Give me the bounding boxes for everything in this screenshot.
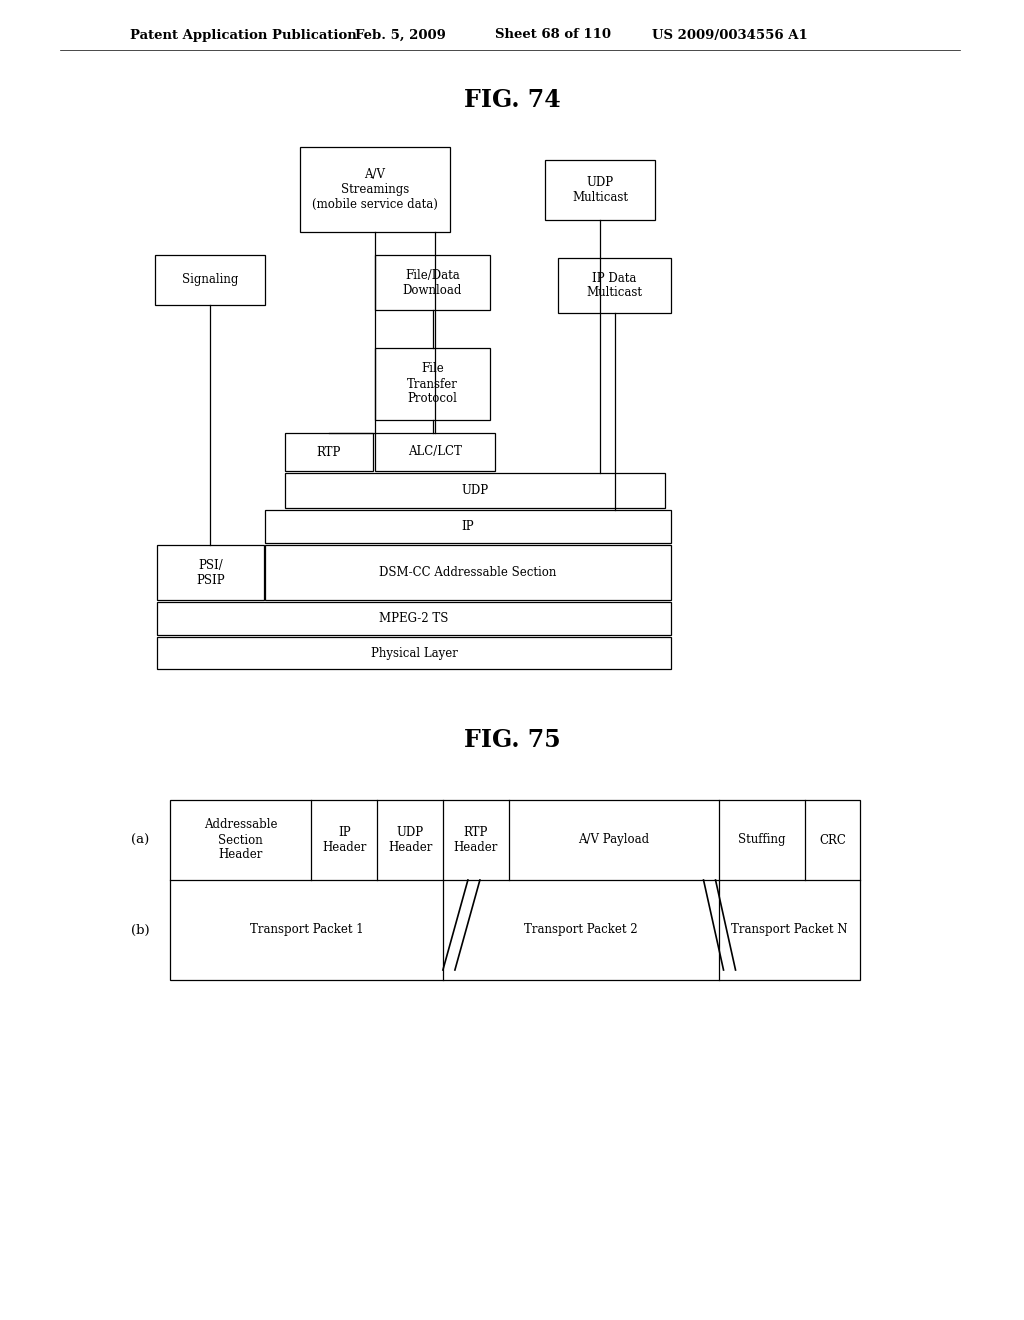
- Bar: [157, 602, 671, 635]
- Text: DSM-CC Addressable Section: DSM-CC Addressable Section: [379, 566, 557, 579]
- Bar: [285, 433, 373, 471]
- Bar: [170, 800, 860, 979]
- Text: Transport Packet 1: Transport Packet 1: [250, 924, 364, 936]
- Text: RTP: RTP: [316, 446, 341, 458]
- Text: Physical Layer: Physical Layer: [371, 647, 458, 660]
- Text: UDP: UDP: [462, 484, 488, 498]
- Bar: [285, 473, 665, 508]
- Text: Addressable
Section
Header: Addressable Section Header: [204, 818, 278, 862]
- Text: IP: IP: [462, 520, 474, 533]
- Text: (a): (a): [131, 833, 150, 846]
- Bar: [157, 638, 671, 669]
- Text: Transport Packet N: Transport Packet N: [731, 924, 848, 936]
- Text: Feb. 5, 2009: Feb. 5, 2009: [354, 29, 445, 41]
- Bar: [545, 160, 655, 220]
- Text: Patent Application Publication: Patent Application Publication: [130, 29, 356, 41]
- Bar: [558, 257, 671, 313]
- Text: CRC: CRC: [819, 833, 846, 846]
- Text: FIG. 74: FIG. 74: [464, 88, 560, 112]
- Bar: [375, 255, 490, 310]
- Text: File/Data
Download: File/Data Download: [402, 268, 462, 297]
- Text: US 2009/0034556 A1: US 2009/0034556 A1: [652, 29, 808, 41]
- Text: (b): (b): [131, 924, 150, 936]
- Text: UDP
Multicast: UDP Multicast: [572, 176, 628, 205]
- Bar: [155, 255, 265, 305]
- Text: File
Transfer
Protocol: File Transfer Protocol: [408, 363, 458, 405]
- Text: MPEG-2 TS: MPEG-2 TS: [379, 612, 449, 624]
- Text: ALC/LCT: ALC/LCT: [408, 446, 462, 458]
- Text: RTP
Header: RTP Header: [454, 826, 498, 854]
- Text: PSI/
PSIP: PSI/ PSIP: [197, 558, 225, 586]
- Text: Sheet 68 of 110: Sheet 68 of 110: [495, 29, 611, 41]
- Bar: [265, 545, 671, 601]
- Bar: [375, 348, 490, 420]
- Text: FIG. 75: FIG. 75: [464, 729, 560, 752]
- Text: A/V
Streamings
(mobile service data): A/V Streamings (mobile service data): [312, 168, 438, 211]
- Text: IP
Header: IP Header: [323, 826, 367, 854]
- Text: A/V Payload: A/V Payload: [578, 833, 649, 846]
- Bar: [265, 510, 671, 543]
- Text: Transport Packet 2: Transport Packet 2: [524, 924, 638, 936]
- Bar: [300, 147, 450, 232]
- Text: Signaling: Signaling: [182, 273, 239, 286]
- Bar: [375, 433, 495, 471]
- Text: UDP
Header: UDP Header: [388, 826, 432, 854]
- Text: IP Data
Multicast: IP Data Multicast: [587, 272, 642, 300]
- Bar: [157, 545, 264, 601]
- Text: Stuffing: Stuffing: [738, 833, 785, 846]
